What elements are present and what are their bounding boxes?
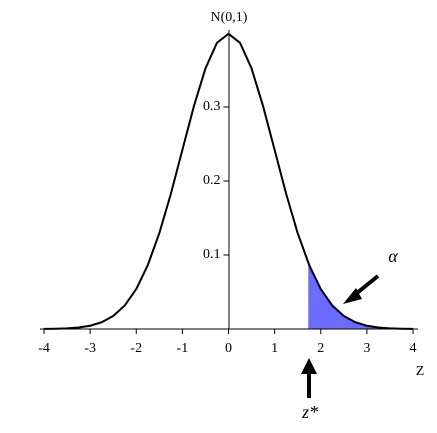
y-tick-label: 0.1	[203, 247, 221, 262]
x-tick-label: 3	[363, 341, 370, 356]
y-tick-label: 0.3	[203, 99, 221, 114]
x-tick-label: 0	[225, 341, 232, 356]
x-tick-label: 1	[271, 341, 278, 356]
x-tick-label: -1	[177, 341, 189, 356]
x-tick-label: 2	[317, 341, 324, 356]
y-axis-label: N(0,1)	[211, 10, 248, 25]
x-tick-label: 4	[410, 341, 417, 356]
alpha-arrow	[343, 274, 380, 304]
x-tick-label: -3	[84, 341, 96, 356]
z-star-label: z*	[301, 402, 318, 422]
x-tick-label: -2	[130, 341, 142, 356]
z-star-arrow	[301, 358, 317, 398]
tail-area	[308, 262, 413, 329]
x-axis-label: Z	[416, 364, 425, 379]
density-curve	[43, 32, 414, 330]
alpha-label: α	[388, 246, 398, 266]
x-tick-label: -4	[38, 341, 50, 356]
y-tick-label: 0.2	[203, 173, 221, 188]
